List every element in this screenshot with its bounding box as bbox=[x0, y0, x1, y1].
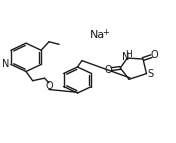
Text: S: S bbox=[147, 69, 153, 79]
Text: H: H bbox=[125, 50, 131, 59]
Text: O: O bbox=[45, 81, 53, 91]
Text: +: + bbox=[102, 28, 109, 37]
Text: Na: Na bbox=[90, 30, 105, 40]
Text: N: N bbox=[122, 52, 129, 62]
Text: N: N bbox=[2, 59, 10, 69]
Text: O: O bbox=[151, 50, 158, 60]
Text: O: O bbox=[104, 64, 112, 75]
